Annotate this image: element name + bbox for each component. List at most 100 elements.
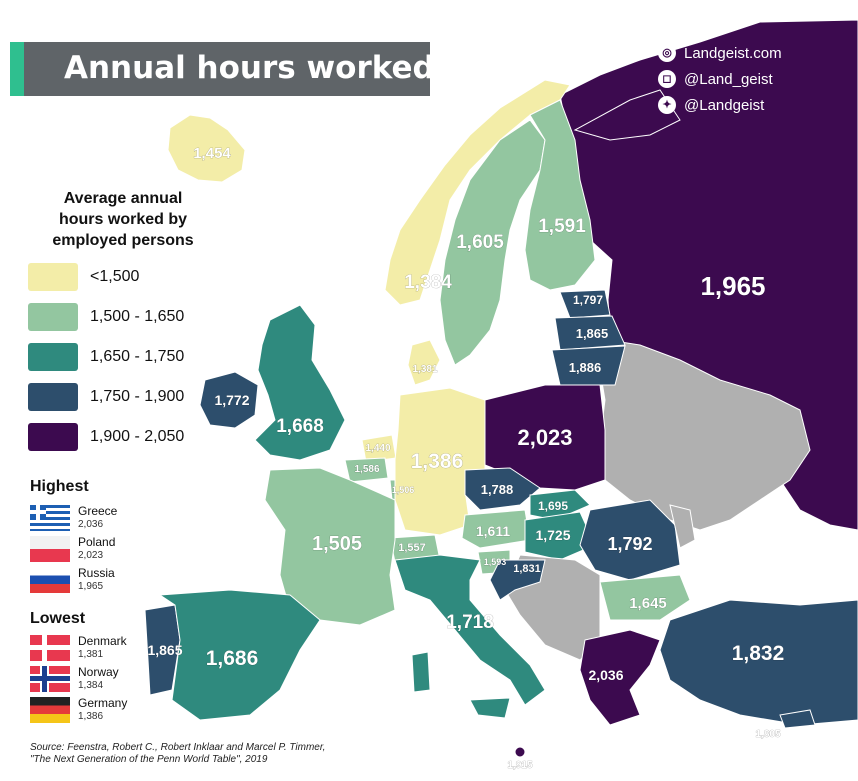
- legend-item: 1,750 - 1,900: [28, 383, 218, 411]
- legend-title-line: Average annual: [63, 190, 183, 207]
- legend-item: 1,650 - 1,750: [28, 343, 218, 371]
- region-value-label-russia: 1,965: [700, 271, 765, 301]
- highest-item: Russia 1,965: [30, 567, 115, 593]
- social-links: ◎ Landgeist.com ◻ @Land_geist ✦ @Landgei…: [658, 40, 838, 118]
- norway-flag-icon: [30, 666, 70, 692]
- region-value-label-lithuania: 1,886: [569, 360, 602, 375]
- country-value: 2,036: [78, 519, 104, 530]
- region-value-label-hungary: 1,725: [535, 527, 570, 543]
- denmark-flag-icon: [30, 635, 70, 661]
- region-value-label-poland: 2,023: [517, 425, 572, 450]
- title-bar: Annual hours worked: [10, 42, 435, 96]
- legend-item: <1,500: [28, 263, 218, 291]
- region-value-label-austria: 1,611: [476, 523, 510, 539]
- region-value-label-estonia: 1,797: [573, 293, 603, 307]
- region-germany: [394, 387, 486, 536]
- region-value-label-luxembourg: 1,506: [392, 485, 415, 495]
- region-value-label-sweden: 1,605: [456, 232, 504, 253]
- region-denmark: [407, 339, 441, 386]
- rank-text: Russia 1,965: [78, 567, 115, 593]
- lowest-item: Norway 1,384: [30, 666, 119, 692]
- region-value-label-slovenia: 1,593: [484, 557, 507, 567]
- lowest-heading: Lowest: [30, 610, 86, 627]
- region-value-label-finland: 1,591: [538, 216, 586, 237]
- region-value-label-belgium: 1,586: [354, 464, 379, 475]
- legend-swatch: [28, 423, 78, 451]
- greece-flag-icon: [30, 505, 70, 531]
- region-finland: [524, 99, 596, 291]
- legend-label: 1,750 - 1,900: [90, 388, 185, 405]
- region-value-label-germany: 1,386: [411, 450, 464, 473]
- legend-label: 1,900 - 2,050: [90, 428, 185, 445]
- region-latvia: [554, 315, 626, 351]
- region-united-kingdom: [254, 304, 346, 461]
- region-value-label-croatia: 1,831: [513, 563, 541, 575]
- country-value: 2,023: [78, 550, 104, 561]
- social-website[interactable]: ◎ Landgeist.com: [658, 40, 838, 66]
- region-belgium: [344, 457, 389, 483]
- rank-text: Norway 1,384: [78, 666, 119, 692]
- region-hungary: [524, 511, 596, 561]
- country-name: Denmark: [78, 634, 127, 648]
- legend-swatch: [28, 383, 78, 411]
- rank-text: Greece 2,036: [78, 505, 117, 531]
- country-name: Germany: [78, 696, 128, 710]
- legend-label: 1,500 - 1,650: [90, 308, 185, 325]
- poland-flag-icon: [30, 536, 70, 562]
- region-value-label-united-kingdom: 1,668: [276, 416, 324, 437]
- region-france: [264, 467, 396, 626]
- social-instagram[interactable]: ◻ @Land_geist: [658, 66, 838, 92]
- russia-flag-icon: [30, 567, 70, 593]
- region-value-label-turkey: 1,832: [732, 642, 785, 665]
- region-slovakia: [529, 489, 591, 521]
- social-twitter-text: @Landgeist: [684, 96, 765, 114]
- instagram-icon: ◻: [658, 70, 676, 88]
- region-ireland: [199, 371, 259, 429]
- country-value: 1,384: [78, 680, 104, 691]
- region-bulgaria: [599, 574, 691, 621]
- region-cyprus: [779, 709, 816, 729]
- region-value-label-bulgaria: 1,645: [629, 595, 667, 612]
- region-value-label-france: 1,505: [312, 533, 362, 555]
- germany-flag-icon: [30, 697, 70, 723]
- region-value-label-slovakia: 1,695: [538, 499, 568, 513]
- social-website-text: Landgeist.com: [684, 44, 782, 62]
- lowest-item: Germany 1,386: [30, 697, 127, 723]
- legend-swatch: [28, 343, 78, 371]
- legend-item: 1,900 - 2,050: [28, 423, 218, 451]
- region-sardinia: [411, 651, 431, 693]
- region-value-label-ireland: 1,772: [214, 392, 249, 408]
- highest-item: Poland 2,023: [30, 536, 115, 562]
- twitter-icon: ✦: [658, 96, 676, 114]
- source-note: Source: Feenstra, Robert C., Robert Inkl…: [30, 742, 325, 766]
- region-value-label-malta: 1,915: [507, 760, 532, 771]
- region-value-label-spain: 1,686: [206, 647, 259, 670]
- region-value-label-cyprus: 1,805: [755, 729, 780, 740]
- region-estonia: [559, 289, 611, 319]
- region-value-label-netherlands: 1,440: [365, 443, 390, 454]
- source-line: "The Next Generation of the Penn World T…: [30, 754, 268, 765]
- region-romania: [579, 499, 681, 581]
- region-iceland: [167, 114, 246, 183]
- region-value-label-latvia: 1,865: [576, 326, 609, 341]
- region-value-label-italy: 1,718: [446, 612, 494, 633]
- social-twitter[interactable]: ✦ @Landgeist: [658, 92, 838, 118]
- region-value-label-greece: 2,036: [588, 667, 623, 683]
- region-value-label-norway: 1,384: [404, 272, 452, 293]
- region-value-label-switzerland: 1,557: [398, 542, 426, 554]
- region-sicily: [469, 697, 511, 719]
- legend-swatch: [28, 263, 78, 291]
- rank-text: Poland 2,023: [78, 536, 115, 562]
- lowest-item: Denmark 1,381: [30, 635, 127, 661]
- country-value: 1,381: [78, 649, 104, 660]
- region-value-label-czechia: 1,788: [481, 482, 514, 497]
- region-malta: [514, 746, 526, 758]
- region-spain: [158, 589, 321, 721]
- rank-text: Germany 1,386: [78, 697, 127, 723]
- region-lithuania: [551, 345, 626, 386]
- social-instagram-text: @Land_geist: [684, 70, 773, 88]
- legend-title: Average annual hours worked by employed …: [28, 188, 218, 251]
- source-line: Source: Feenstra, Robert C., Robert Inkl…: [30, 742, 326, 753]
- legend-title-line: hours worked by: [58, 211, 188, 228]
